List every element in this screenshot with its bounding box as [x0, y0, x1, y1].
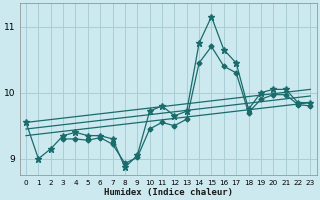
X-axis label: Humidex (Indice chaleur): Humidex (Indice chaleur) — [104, 188, 233, 197]
